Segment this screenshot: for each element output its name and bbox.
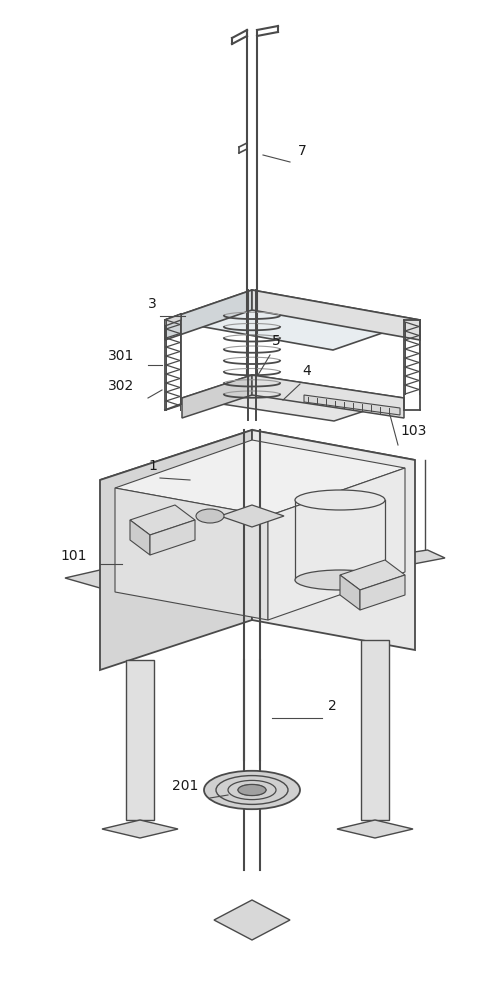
Polygon shape [304,395,400,415]
Text: 5: 5 [272,334,281,348]
Text: 3: 3 [148,297,157,311]
Polygon shape [100,430,252,670]
Polygon shape [115,440,405,516]
Polygon shape [165,314,181,326]
Polygon shape [115,488,268,620]
Polygon shape [220,505,284,527]
Polygon shape [252,290,420,340]
Polygon shape [182,375,404,421]
Polygon shape [165,290,252,340]
Polygon shape [360,575,405,610]
Polygon shape [268,468,405,620]
Text: 201: 201 [172,779,199,793]
Ellipse shape [238,784,266,796]
Polygon shape [340,560,405,590]
Text: 101: 101 [60,549,87,563]
Text: 103: 103 [400,424,426,438]
Text: 2: 2 [328,699,337,713]
Polygon shape [100,430,415,510]
Polygon shape [252,430,415,650]
Ellipse shape [295,570,385,590]
Polygon shape [375,550,445,568]
Ellipse shape [204,771,300,809]
Text: 7: 7 [298,144,307,158]
Polygon shape [252,375,404,418]
Polygon shape [361,640,389,820]
Polygon shape [126,660,154,820]
Ellipse shape [295,490,385,510]
Polygon shape [182,375,252,418]
Polygon shape [130,505,195,535]
Polygon shape [337,820,413,838]
Text: 301: 301 [108,349,135,363]
Ellipse shape [196,509,224,523]
Polygon shape [340,575,360,610]
Text: 1: 1 [148,459,157,473]
Polygon shape [214,900,290,940]
Polygon shape [150,520,195,555]
Polygon shape [130,520,150,555]
Polygon shape [65,570,135,588]
Text: 302: 302 [108,379,134,393]
Text: 4: 4 [302,364,311,378]
Polygon shape [165,290,420,350]
Polygon shape [102,820,178,838]
